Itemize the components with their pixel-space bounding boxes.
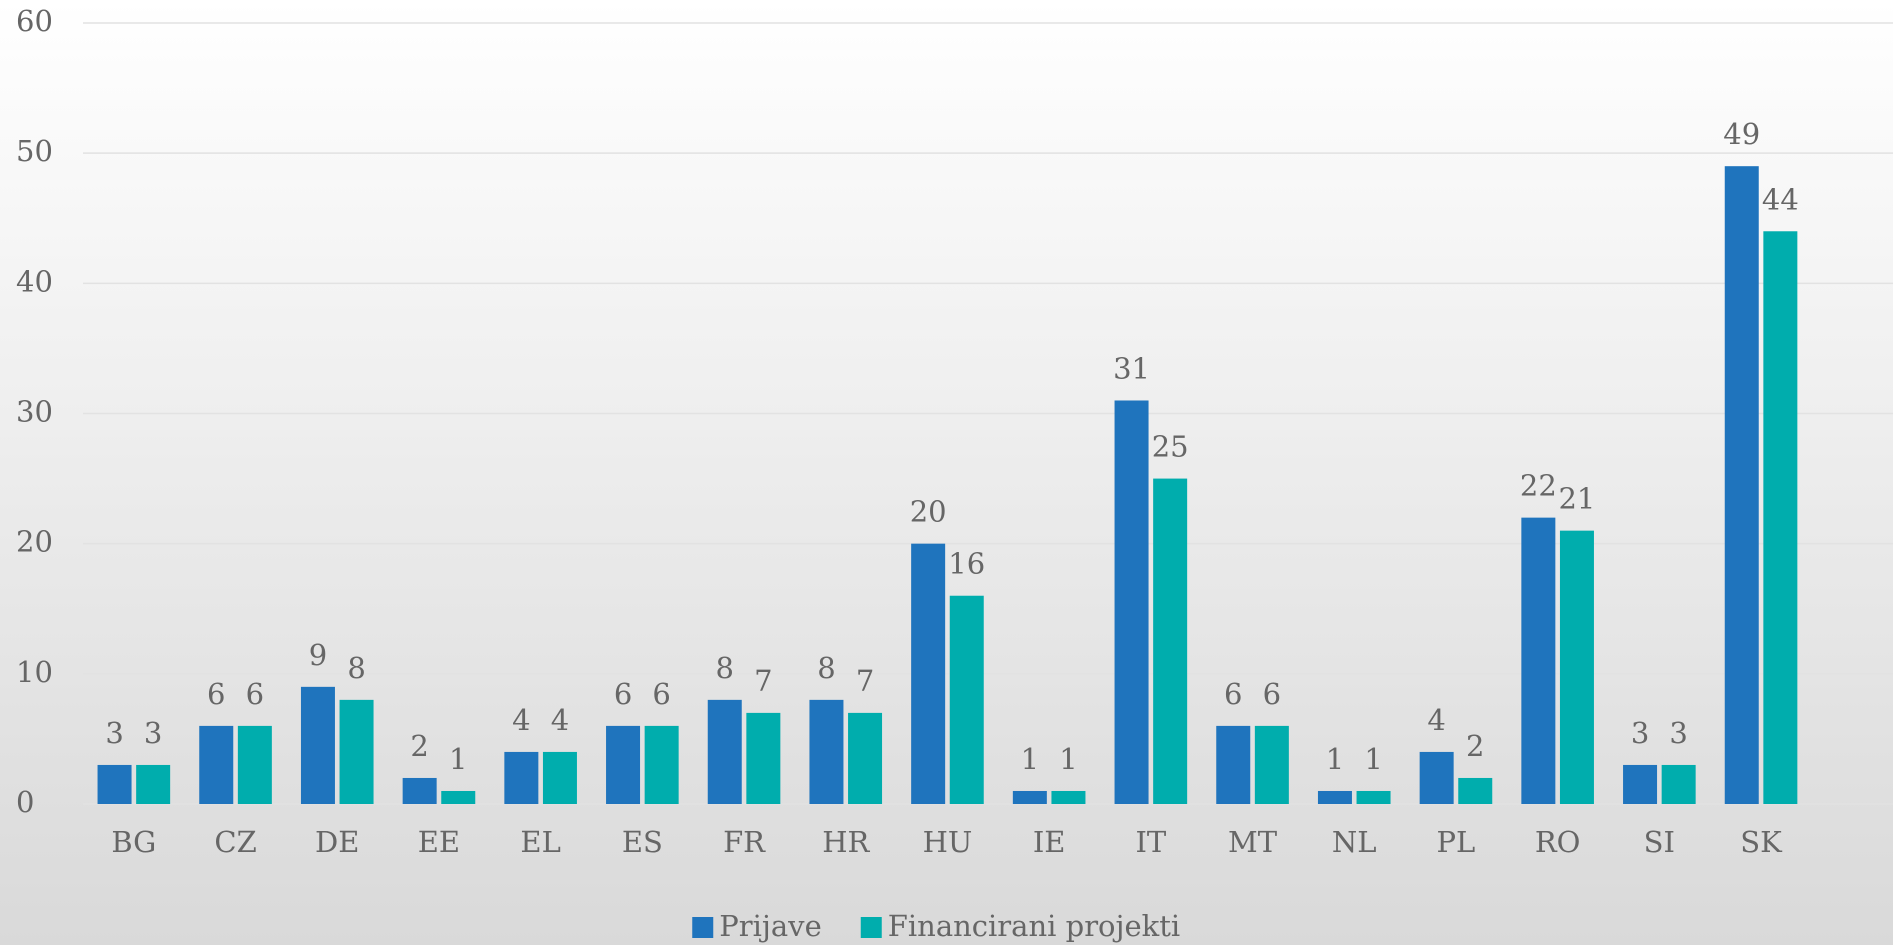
x-tick-label: SI [1644, 825, 1675, 859]
bar [1317, 790, 1352, 804]
data-label: 7 [754, 664, 772, 698]
bar [1254, 725, 1289, 804]
data-label: 21 [1558, 482, 1595, 516]
bar [237, 725, 272, 804]
y-tick-label: 30 [16, 395, 53, 429]
data-label: 31 [1113, 351, 1150, 385]
data-label: 3 [105, 716, 123, 750]
x-tick-label: RO [1535, 825, 1581, 859]
data-label: 8 [817, 651, 835, 685]
data-label: 1 [449, 742, 467, 776]
data-label: 16 [948, 547, 985, 581]
x-tick-label: MT [1228, 825, 1278, 859]
bar [97, 764, 132, 804]
data-label: 1 [1059, 742, 1077, 776]
x-tick-label: IE [1033, 825, 1066, 859]
x-tick-label: CZ [214, 825, 256, 859]
bar [1763, 231, 1798, 804]
data-label: 6 [1224, 677, 1242, 711]
bar [848, 712, 883, 804]
bar [1051, 790, 1086, 804]
bar [1458, 777, 1493, 804]
data-label: 2 [1466, 729, 1484, 763]
data-label: 8 [347, 651, 365, 685]
bar [504, 751, 539, 804]
x-tick-label: ES [622, 825, 663, 859]
data-label: 2 [410, 729, 428, 763]
data-label: 6 [207, 677, 225, 711]
x-tick-label: PL [1437, 825, 1476, 859]
legend-label: Financirani projekti [888, 909, 1180, 943]
data-label: 7 [856, 664, 874, 698]
bar [644, 725, 679, 804]
bar [809, 699, 844, 804]
bar [300, 686, 335, 804]
data-label: 3 [1631, 716, 1649, 750]
data-label: 4 [512, 703, 530, 737]
bar [1724, 166, 1759, 804]
bar [441, 790, 476, 804]
data-label: 6 [614, 677, 632, 711]
bar [707, 699, 742, 804]
data-label: 44 [1762, 182, 1799, 216]
bar [606, 725, 641, 804]
x-tick-label: DE [315, 825, 359, 859]
bar [542, 751, 577, 804]
bar [339, 699, 374, 804]
bar [1623, 764, 1658, 804]
y-tick-label: 50 [16, 134, 53, 168]
data-label: 1 [1021, 742, 1039, 776]
data-label: 8 [716, 651, 734, 685]
data-label: 6 [652, 677, 670, 711]
bar [1153, 478, 1188, 804]
data-label: 3 [144, 716, 162, 750]
data-label: 3 [1669, 716, 1687, 750]
y-tick-label: 60 [16, 4, 53, 38]
data-label: 1 [1326, 742, 1344, 776]
data-label: 22 [1520, 469, 1557, 503]
bar [1559, 530, 1594, 804]
bar [1356, 790, 1391, 804]
x-tick-label: NL [1332, 825, 1377, 859]
x-tick-label: HR [822, 825, 870, 859]
x-tick-label: EE [418, 825, 460, 859]
data-label: 20 [910, 495, 947, 529]
data-label: 6 [246, 677, 264, 711]
data-label: 25 [1152, 430, 1189, 464]
data-label: 4 [551, 703, 569, 737]
x-tick-label: EL [520, 825, 560, 859]
bar [199, 725, 234, 804]
bar [1216, 725, 1251, 804]
x-tick-label: HU [923, 825, 973, 859]
legend-swatch [692, 917, 714, 938]
data-label: 4 [1427, 703, 1445, 737]
bar [402, 777, 437, 804]
data-label: 6 [1263, 677, 1281, 711]
bar [1012, 790, 1047, 804]
bar [1114, 400, 1149, 804]
x-tick-label: SK [1740, 825, 1783, 859]
legend-label: Prijave [719, 909, 821, 943]
y-tick-label: 10 [16, 655, 53, 689]
bar [136, 764, 171, 804]
bar [1661, 764, 1696, 804]
bar [1419, 751, 1454, 804]
x-tick-label: BG [111, 825, 156, 859]
y-tick-label: 40 [16, 264, 53, 298]
x-tick-label: IT [1135, 825, 1166, 859]
x-tick-label: FR [723, 825, 766, 859]
y-tick-label: 0 [16, 785, 34, 819]
legend-swatch [860, 917, 882, 938]
data-label: 49 [1723, 117, 1760, 151]
data-label: 9 [309, 638, 327, 672]
bar [911, 543, 946, 804]
bar [949, 595, 984, 804]
bar [746, 712, 781, 804]
bar [1521, 517, 1556, 804]
y-tick-label: 20 [16, 525, 53, 559]
data-label: 1 [1364, 742, 1382, 776]
